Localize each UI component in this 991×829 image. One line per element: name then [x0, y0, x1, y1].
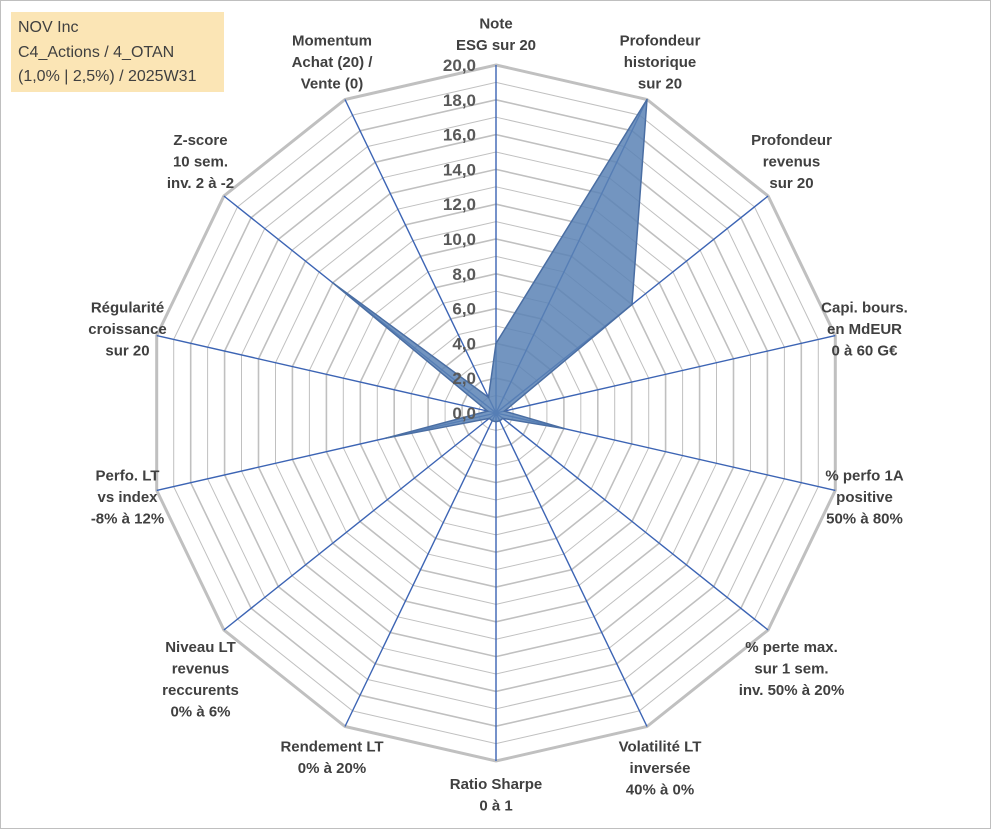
- axis-spoke: [223, 412, 497, 631]
- title-company: NOV Inc: [18, 19, 79, 36]
- axis-spoke: [156, 334, 497, 414]
- title-params: (1,0% | 2,5%) / 2025W31: [18, 68, 197, 85]
- tick-label: 18,0: [443, 91, 476, 110]
- axis-label-line: 0% à 20%: [298, 760, 366, 777]
- data-point: [503, 410, 506, 412]
- axis-spoke: [495, 412, 648, 727]
- axis-label-line: revenus: [172, 661, 230, 678]
- series-area: [332, 99, 648, 439]
- axis-label-line: Régularité: [91, 299, 164, 316]
- data-point: [491, 420, 494, 422]
- axis-label-line: Rendement LT: [280, 739, 383, 756]
- axis-label: Perfo. LT vs index -8% à 12%: [91, 468, 164, 528]
- axis-label: Niveau LT revenus reccurents 0% à 6%: [162, 639, 239, 721]
- axis-label: Z-score 10 sem. inv. 2 à -2: [167, 132, 234, 192]
- axis-label-line: vs index: [97, 489, 158, 506]
- axis-label-line: croissance: [88, 321, 166, 338]
- axis-label-line: Volatilité LT: [619, 739, 702, 756]
- chart-title-box: NOV Inc C4_Actions / 4_OTAN (1,0% | 2,5%…: [11, 12, 224, 92]
- radar-tick-labels: 0,0 2,0 4,0 6,0 8,0 10,0 12,0 14,0 16,0 18,0 20,0: [443, 56, 476, 423]
- axis-label-line: Capi. bours.: [821, 299, 908, 316]
- tick-label: 8,0: [452, 265, 476, 284]
- axis-label: Capi. bours. en MdEUR 0 à 60 G€: [821, 299, 908, 359]
- radar-axis-labels: Note ESG sur 20 Profondeur historique sur 20…: [88, 16, 908, 815]
- axis-label: Volatilité LT inversée 40% à 0%: [619, 739, 702, 799]
- axis-label-line: ESG sur 20: [456, 37, 536, 54]
- axis-label-line: Momentum: [292, 33, 372, 50]
- axis-label: Régularité croissance sur 20: [88, 299, 166, 359]
- data-point: [631, 303, 633, 306]
- axis-label-line: Niveau LT: [165, 639, 236, 656]
- tick-label: 20,0: [443, 56, 476, 75]
- tick-label: 2,0: [452, 369, 476, 388]
- data-point: [487, 396, 490, 399]
- axis-label-line: positive: [836, 489, 893, 506]
- axis-label: Ratio Sharpe 0 à 1: [450, 776, 543, 815]
- data-point: [563, 427, 565, 430]
- axis-label: Note ESG sur 20: [456, 16, 536, 55]
- axis-label-line: 40% à 0%: [626, 782, 694, 799]
- axis-label-line: 10 sem.: [173, 153, 228, 170]
- tick-label: 14,0: [443, 160, 476, 179]
- axis-label: Rendement LT 0% à 20%: [280, 739, 383, 778]
- title-category: C4_Actions / 4_OTAN: [18, 43, 175, 61]
- axis-label-line: sur 20: [638, 76, 682, 93]
- data-point: [384, 437, 387, 440]
- axis-label-line: inversée: [630, 760, 691, 777]
- axis-label-line: historique: [624, 54, 697, 71]
- data-point: [499, 420, 501, 422]
- axis-spoke: [344, 99, 497, 414]
- axis-label-line: sur 1 sem.: [754, 661, 828, 678]
- data-point: [646, 98, 648, 101]
- axis-label-line: % perte max.: [745, 639, 838, 656]
- axis-label: % perfo 1A positive 50% à 80%: [825, 468, 904, 528]
- tick-label: 12,0: [443, 195, 476, 214]
- axis-label-line: Profondeur: [751, 132, 832, 149]
- axis-label-line: Ratio Sharpe: [450, 776, 543, 793]
- axis-label-line: en MdEUR: [827, 321, 902, 338]
- data-point: [486, 410, 489, 412]
- axis-label-line: Z-score: [173, 132, 227, 149]
- axis-label-line: 0% à 6%: [170, 704, 230, 721]
- axis-label-line: % perfo 1A: [825, 468, 904, 485]
- radar-series: [332, 98, 648, 440]
- axis-label-line: 0 à 1: [479, 798, 512, 815]
- axis-label-line: Vente (0): [301, 76, 364, 93]
- data-point: [495, 342, 497, 345]
- axis-label-line: sur 20: [769, 175, 813, 192]
- data-point: [332, 282, 334, 284]
- tick-label: 4,0: [452, 334, 476, 353]
- axis-spoke: [344, 412, 497, 727]
- axis-label-line: Perfo. LT: [96, 468, 160, 485]
- axis-label-line: Note: [479, 16, 512, 33]
- data-point: [495, 420, 497, 423]
- axis-label-line: reccurents: [162, 682, 239, 699]
- axis-label-line: 50% à 80%: [826, 511, 903, 528]
- axis-spoke: [495, 334, 836, 414]
- tick-label: 6,0: [452, 300, 476, 319]
- axis-label-line: Profondeur: [620, 33, 701, 50]
- axis-label-line: inv. 2 à -2: [167, 175, 234, 192]
- axis-label: Profondeur historique sur 20: [620, 33, 701, 93]
- axis-label: Momentum Achat (20) / Vente (0): [292, 33, 374, 93]
- axis-label-line: sur 20: [105, 342, 149, 359]
- axis-label-line: 0 à 60 G€: [832, 342, 899, 359]
- axis-spoke: [495, 412, 769, 631]
- axis-label: Profondeur revenus sur 20: [751, 132, 832, 192]
- tick-label: 10,0: [443, 230, 476, 249]
- tick-label: 16,0: [443, 126, 476, 145]
- data-point: [502, 417, 504, 420]
- axis-label-line: -8% à 12%: [91, 511, 164, 528]
- axis-label-line: inv. 50% à 20%: [739, 682, 845, 699]
- axis-label-line: revenus: [763, 153, 821, 170]
- data-point: [488, 417, 491, 420]
- tick-label: 0,0: [452, 404, 476, 423]
- axis-label: % perte max. sur 1 sem. inv. 50% à 20%: [739, 639, 845, 699]
- axis-label-line: Achat (20) /: [292, 54, 374, 71]
